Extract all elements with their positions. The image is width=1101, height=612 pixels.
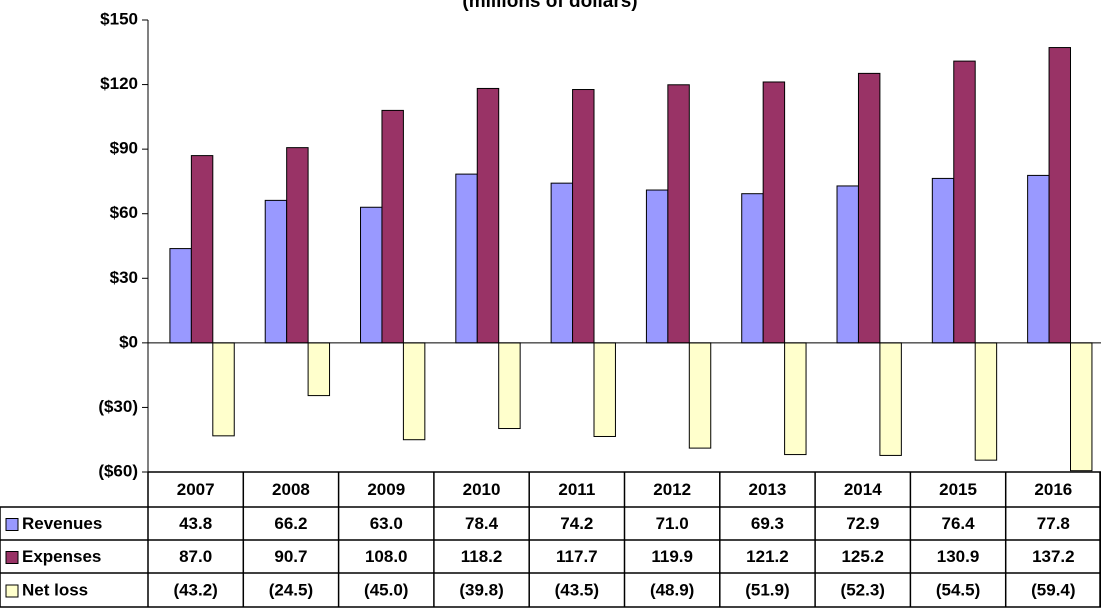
data-label: 72.9	[846, 514, 879, 533]
bar	[307, 342, 331, 397]
chart-title: (millions of dollars)	[462, 0, 637, 12]
data-label: (43.5)	[555, 580, 599, 599]
x-tick-label: 2009	[367, 480, 405, 499]
y-tick-label: $60	[110, 203, 138, 222]
x-tick-label: 2012	[653, 480, 691, 499]
bar	[212, 342, 235, 437]
bar	[169, 248, 192, 344]
data-label: (43.2)	[173, 580, 217, 599]
data-label: (45.0)	[364, 580, 408, 599]
data-label: 71.0	[656, 514, 689, 533]
bar	[455, 173, 478, 344]
x-tick-label: 2013	[749, 480, 787, 499]
x-tick-label: 2014	[844, 480, 882, 499]
x-tick-label: 2008	[272, 480, 310, 499]
data-label: (54.5)	[936, 580, 980, 599]
legend-label: Expenses	[22, 547, 101, 566]
legend-label: Net loss	[22, 580, 88, 599]
data-label: (52.3)	[841, 580, 885, 599]
bar	[476, 87, 500, 344]
bar	[1048, 47, 1072, 344]
data-label: 125.2	[841, 547, 884, 566]
bar	[264, 199, 288, 344]
bar	[498, 342, 521, 430]
data-label: 74.2	[560, 514, 593, 533]
bar	[1027, 174, 1050, 344]
data-label: 121.2	[746, 547, 789, 566]
legend-key	[5, 551, 19, 564]
data-label: 90.7	[274, 547, 307, 566]
data-label: 63.0	[370, 514, 403, 533]
data-label: (48.9)	[650, 580, 694, 599]
y-tick-label: $120	[100, 74, 138, 93]
data-label: (51.9)	[745, 580, 789, 599]
x-tick-label: 2011	[558, 480, 595, 499]
y-tick-label: ($30)	[98, 397, 138, 416]
x-tick-label: 2010	[463, 480, 501, 499]
data-label: 69.3	[751, 514, 784, 533]
legend-key	[5, 584, 19, 598]
bar	[688, 342, 712, 449]
x-tick-label: 2007	[177, 480, 215, 499]
bar	[190, 155, 214, 344]
bar	[974, 342, 998, 461]
bar	[931, 177, 955, 344]
y-tick-label: $150	[100, 9, 138, 28]
bar	[360, 206, 383, 344]
data-label: 87.0	[179, 547, 212, 566]
data-label: 130.9	[937, 547, 980, 566]
bar	[784, 342, 807, 456]
bar	[593, 342, 616, 437]
bar	[286, 147, 309, 344]
data-label: (39.8)	[459, 580, 503, 599]
y-tick-label: $30	[110, 268, 138, 287]
data-label: 78.4	[465, 514, 499, 533]
data-label: 77.8	[1037, 514, 1070, 533]
legend-label: Revenues	[22, 514, 102, 533]
x-tick-label: 2015	[939, 480, 977, 499]
bar	[572, 89, 595, 344]
data-label: 76.4	[942, 514, 976, 533]
bar	[1070, 342, 1093, 472]
bar	[762, 81, 786, 344]
legend-key	[5, 518, 19, 531]
bar	[381, 109, 404, 344]
data-label: (24.5)	[269, 580, 313, 599]
bar	[879, 342, 902, 456]
bar	[667, 84, 690, 344]
data-label: 117.7	[556, 547, 598, 566]
y-tick-label: $0	[119, 332, 138, 351]
bar	[402, 342, 426, 441]
data-label: 137.2	[1032, 547, 1075, 566]
data-label: 43.8	[179, 514, 212, 533]
bar	[857, 72, 881, 344]
data-label: (59.4)	[1031, 580, 1075, 599]
y-tick-label: ($60)	[98, 461, 138, 480]
x-tick-label: 2016	[1034, 480, 1072, 499]
bar	[550, 182, 574, 344]
data-label: 119.9	[651, 547, 693, 566]
data-label: 118.2	[461, 547, 503, 566]
bar	[953, 60, 976, 344]
bar	[836, 185, 859, 344]
bar	[741, 193, 764, 344]
bar	[645, 189, 669, 344]
data-label: 66.2	[274, 514, 307, 533]
y-tick-label: $90	[110, 139, 138, 158]
data-label: 108.0	[365, 547, 408, 566]
